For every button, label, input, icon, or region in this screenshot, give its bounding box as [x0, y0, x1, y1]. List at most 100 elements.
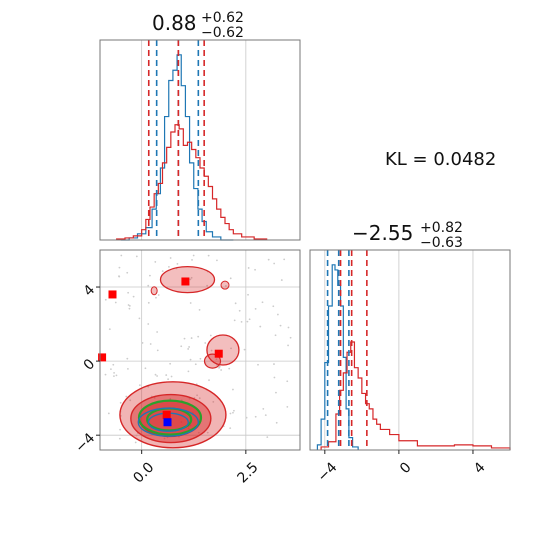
joint-sample-point	[248, 318, 251, 321]
joint-sample-point	[225, 285, 227, 287]
joint-sample-point	[183, 337, 186, 340]
joint-sample-point	[127, 291, 130, 294]
joint-sample-point	[147, 323, 150, 325]
joint-sample-point	[286, 380, 289, 383]
joint-sample-point	[161, 270, 164, 273]
joint-sample-point	[110, 368, 112, 371]
joint-sample-point	[229, 412, 232, 415]
joint-sample-point	[108, 328, 111, 331]
joint-sample-point	[259, 325, 262, 328]
joint-sample-point	[135, 255, 138, 258]
joint-panel-frame	[99, 249, 301, 451]
joint-sample-point	[289, 336, 292, 339]
joint-sample-point	[138, 384, 141, 387]
red-square-marker	[98, 353, 107, 362]
joint-sample-point	[107, 412, 110, 415]
joint-sample-point	[189, 278, 192, 281]
joint-sample-point	[135, 434, 138, 437]
joint-sample-point	[113, 375, 115, 378]
joint-sample-point	[119, 428, 121, 431]
joint-sample-point	[246, 320, 249, 323]
green-contour-outer	[137, 399, 203, 436]
joint-sample-point	[113, 371, 115, 374]
red-square-marker	[162, 410, 171, 419]
y-marginal-x-tick-label: 0	[397, 459, 415, 477]
joint-sample-point	[262, 407, 265, 410]
joint-sample-point	[138, 317, 141, 320]
joint-sample-point	[229, 277, 232, 280]
blue-square-marker	[163, 418, 172, 427]
y-marginal-title-value: −2.55	[352, 221, 413, 245]
joint-sample-point	[275, 421, 278, 424]
joint-sample-point	[189, 302, 192, 304]
x-marginal-panel: 0.88 +0.62 −0.62	[99, 10, 301, 241]
x-marginal-histogram-1	[116, 124, 268, 240]
x-marginal-title-upper-error: +0.62	[201, 10, 244, 26]
joint-sample-point	[187, 370, 190, 373]
joint-sample-point	[212, 401, 215, 403]
joint-x-tick-label: 2.5	[235, 459, 262, 486]
joint-sample-point	[128, 304, 131, 307]
joint-sample-point	[199, 357, 202, 360]
joint-sample-point	[154, 373, 157, 376]
joint-sample-point	[155, 296, 157, 299]
joint-sample-point	[254, 268, 256, 271]
kl-divergence-label: KL = 0.0482	[385, 149, 496, 170]
joint-sample-point	[144, 367, 147, 370]
joint-sample-point	[127, 304, 130, 306]
joint-sample-point	[188, 397, 191, 400]
joint-sample-point	[240, 320, 243, 323]
joint-sample-point	[128, 307, 131, 310]
joint-sample-point	[234, 302, 237, 305]
joint-sample-point	[156, 349, 159, 352]
y-marginal-x-tick-label: −4	[315, 459, 341, 485]
y-marginal-panel: −4 0 4 −2.55 +0.82 −0.63	[309, 220, 511, 485]
x-marginal-title-value: 0.88	[152, 11, 197, 35]
joint-sample-point	[208, 379, 210, 382]
joint-sample-point	[232, 411, 234, 414]
joint-sample-point	[190, 276, 193, 279]
joint-sample-point	[198, 308, 201, 311]
y-marginal-title-upper-error: +0.82	[420, 220, 463, 236]
joint-sample-point	[132, 295, 135, 298]
joint-sample-point	[197, 335, 200, 338]
joint-sample-point	[120, 254, 123, 257]
joint-sample-point	[149, 343, 152, 345]
joint-sample-point	[126, 271, 129, 274]
joint-sample-point	[232, 388, 234, 391]
joint-sample-point	[118, 266, 121, 269]
joint-y-tick-label: −4	[72, 430, 98, 456]
joint-sample-point	[254, 308, 257, 310]
joint-sample-point	[156, 331, 159, 333]
joint-sample-point	[134, 441, 137, 444]
joint-sample-point	[233, 319, 236, 322]
joint-sample-point	[283, 258, 286, 261]
joint-sample-point	[206, 431, 209, 434]
joint-y-tick-label: 0	[81, 356, 99, 374]
joint-sample-point	[118, 437, 121, 440]
joint-sample-point	[104, 373, 107, 376]
joint-sample-point	[210, 349, 213, 352]
joint-sample-point	[167, 378, 170, 381]
joint-sample-point	[238, 309, 241, 312]
joint-sample-point	[275, 391, 277, 394]
joint-sample-point	[254, 415, 257, 418]
joint-sample-point	[112, 363, 115, 366]
joint-sample-point	[287, 344, 289, 347]
joint-sample-point	[190, 337, 193, 339]
blue-contour-outer	[137, 407, 200, 437]
joint-sample-point	[261, 301, 264, 304]
joint-contour-panel: 0.0 2.5 −4 0 4	[72, 249, 301, 486]
joint-sample-point	[229, 427, 232, 430]
joint-sample-point	[125, 395, 128, 398]
joint-sample-point	[189, 358, 192, 361]
joint-sample-point	[170, 375, 173, 378]
joint-sample-point	[233, 409, 235, 412]
red-contour-small-island	[150, 286, 158, 296]
joint-sample-point	[127, 367, 129, 370]
red-square-marker	[108, 290, 117, 299]
joint-sample-point	[257, 363, 259, 366]
joint-sample-point	[104, 298, 107, 301]
joint-sample-point	[247, 293, 249, 296]
joint-sample-point	[147, 301, 150, 304]
